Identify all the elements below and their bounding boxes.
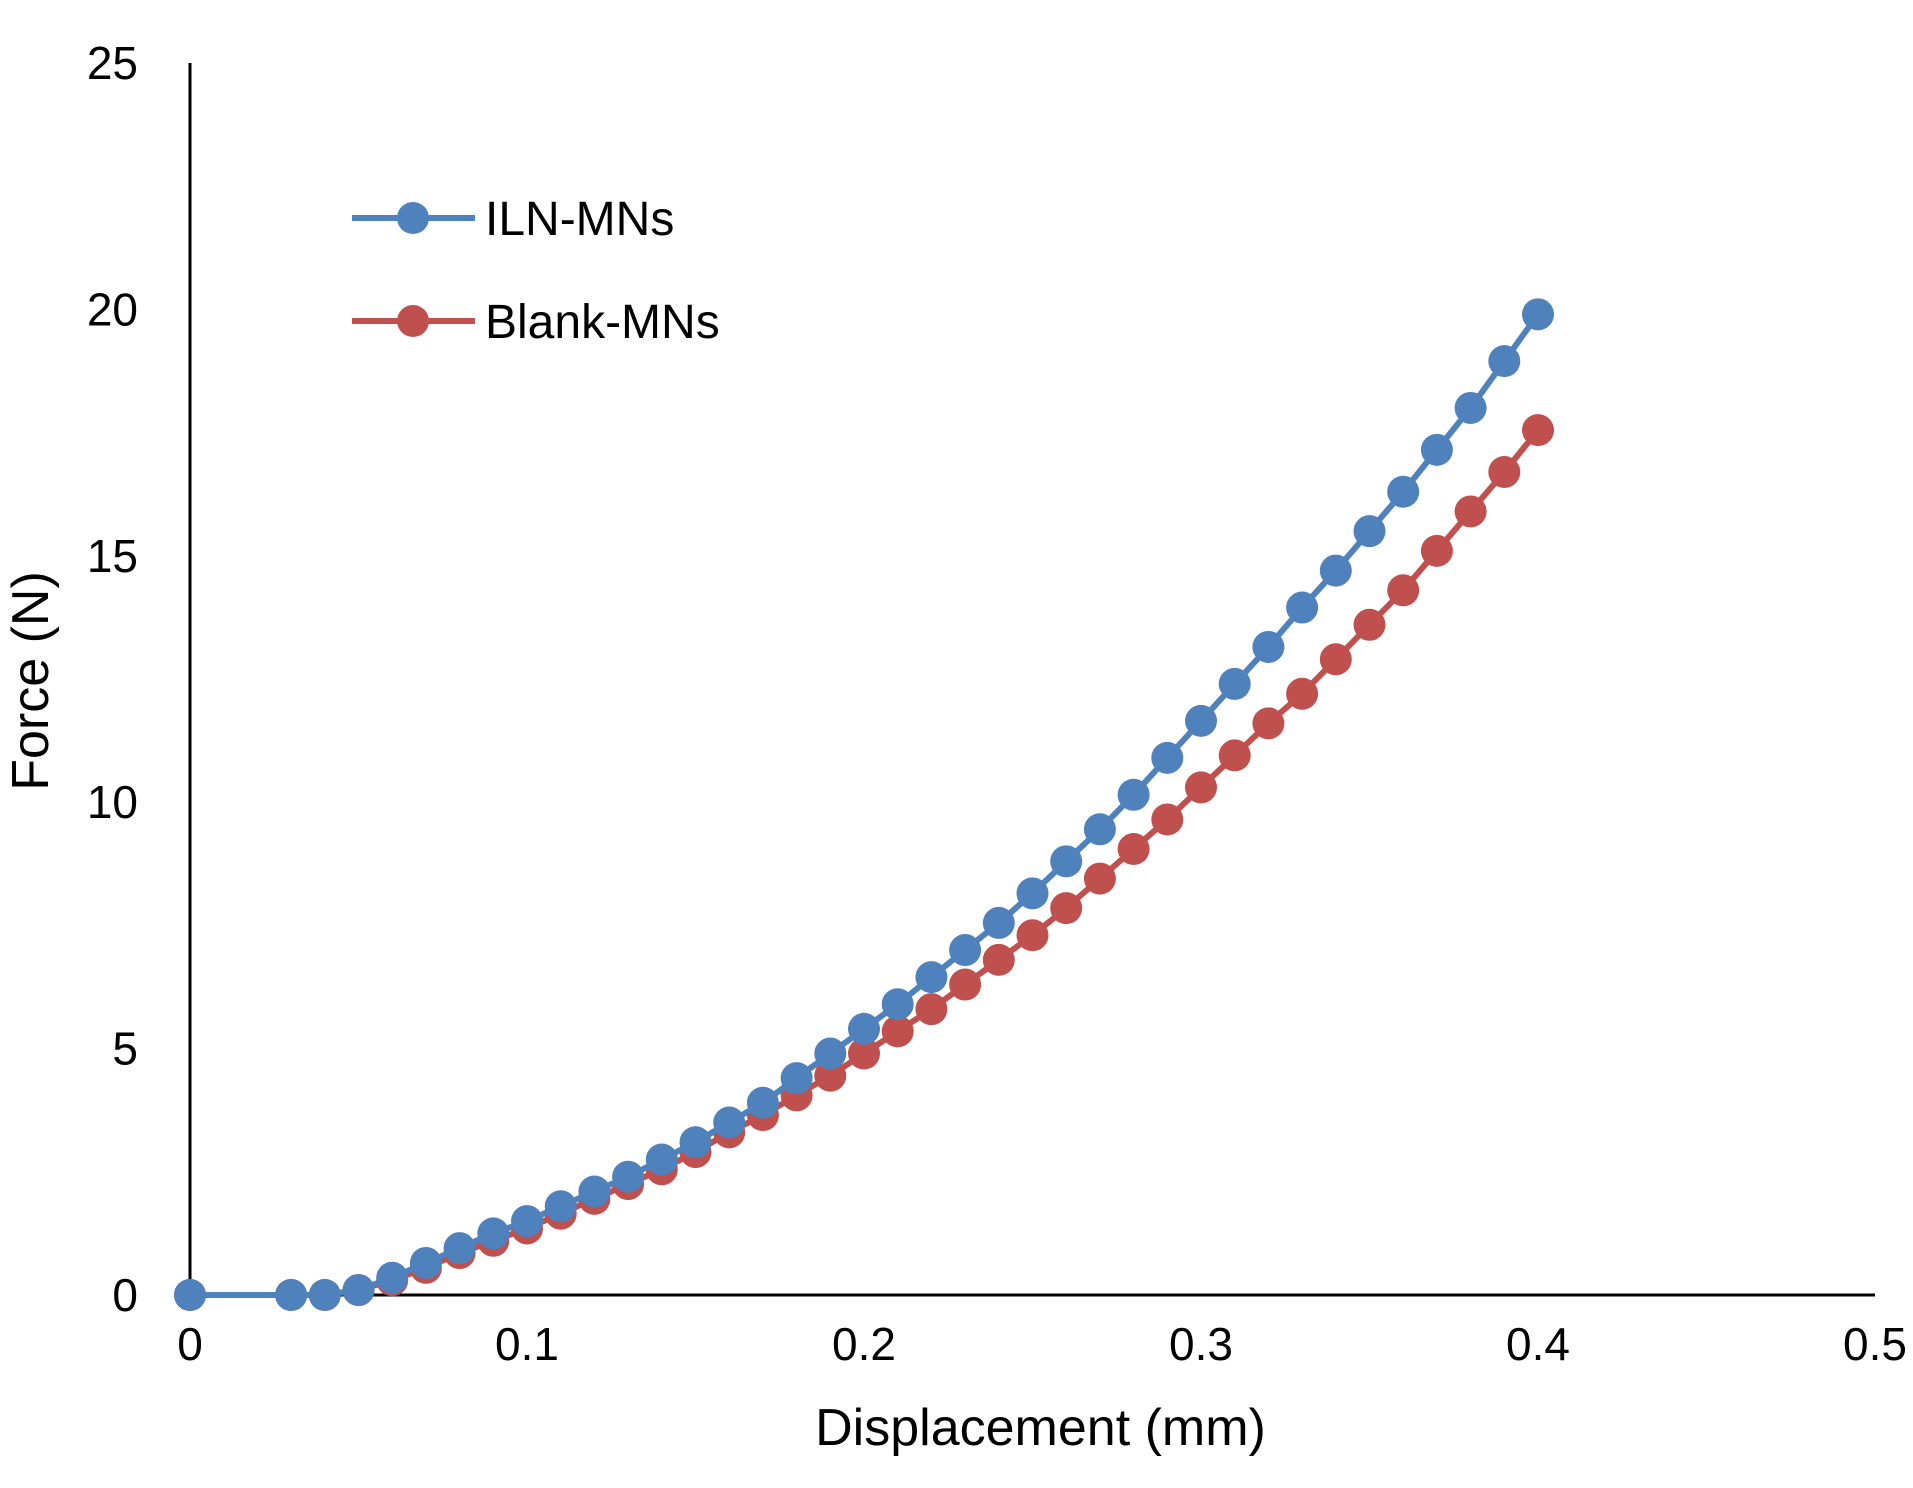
data-point	[342, 1274, 375, 1307]
data-point	[1185, 704, 1217, 737]
data-point	[1218, 739, 1251, 772]
data-point	[376, 1261, 409, 1294]
data-point	[746, 1086, 779, 1119]
x-tick-label: 0.3	[1169, 1318, 1233, 1370]
data-point	[1454, 495, 1487, 528]
data-point	[814, 1037, 847, 1070]
data-point	[814, 1059, 847, 1092]
x-tick-label: 0.2	[832, 1318, 896, 1370]
y-tick-label: 25	[87, 37, 138, 89]
data-point	[1016, 919, 1049, 952]
x-axis-title: Displacement (mm)	[815, 1399, 1266, 1457]
y-tick-label: 20	[87, 283, 138, 335]
data-point	[679, 1126, 712, 1159]
data-point	[443, 1232, 476, 1265]
data-point	[1387, 475, 1420, 508]
data-point	[1420, 433, 1453, 466]
data-point	[881, 988, 914, 1021]
data-point	[1387, 574, 1420, 607]
data-point	[1117, 833, 1150, 866]
data-point	[1218, 667, 1251, 700]
data-point	[949, 968, 982, 1001]
data-point	[544, 1190, 577, 1223]
data-point	[881, 1015, 914, 1048]
x-tick-label: 0.1	[495, 1318, 559, 1370]
data-point	[1083, 813, 1116, 846]
legend: ILN-MNs Blank-MNs	[352, 193, 720, 349]
data-point	[780, 1062, 813, 1095]
data-point	[1353, 515, 1386, 548]
y-tick-label: 5	[112, 1023, 138, 1075]
data-point	[1488, 456, 1521, 489]
series-iln-mns	[174, 298, 1554, 1311]
data-point	[1252, 707, 1285, 740]
y-axis-title: Force (N)	[2, 571, 60, 791]
data-point	[1185, 771, 1217, 804]
data-point	[1454, 391, 1487, 424]
data-point	[848, 1012, 880, 1045]
data-point	[1117, 778, 1150, 811]
data-point	[645, 1143, 678, 1176]
data-series	[174, 298, 1554, 1311]
y-tick-label: 10	[87, 776, 138, 828]
data-point	[949, 934, 982, 967]
data-point	[1016, 877, 1049, 910]
data-point	[915, 961, 948, 994]
legend-item-blank-mns: Blank-MNs	[352, 296, 720, 349]
data-point	[511, 1205, 543, 1238]
data-point	[982, 906, 1015, 939]
series-blank-mns	[174, 414, 1554, 1311]
data-point	[1522, 414, 1554, 447]
data-point	[1050, 892, 1083, 925]
x-tick-label: 0.5	[1843, 1318, 1907, 1370]
legend-label: Blank-MNs	[485, 296, 720, 349]
y-tick-label: 15	[87, 530, 138, 582]
data-point	[1420, 534, 1453, 567]
data-point	[409, 1246, 442, 1279]
tick-labels: 0 0.1 0.2 0.3 0.4 0.5 0 5 10 15 20 25	[87, 37, 1907, 1370]
data-point	[308, 1279, 341, 1311]
x-tick-label: 0	[177, 1318, 203, 1370]
data-point	[477, 1217, 510, 1250]
data-point	[1319, 554, 1352, 587]
data-point	[1083, 862, 1116, 895]
data-point	[174, 1279, 206, 1311]
legend-marker	[397, 202, 429, 234]
data-point	[848, 1037, 880, 1070]
axes	[188, 63, 1875, 1297]
legend-label: ILN-MNs	[485, 193, 674, 246]
data-point	[1522, 298, 1554, 331]
data-point	[1319, 643, 1352, 676]
data-point	[275, 1279, 308, 1311]
data-point	[982, 943, 1015, 976]
data-point	[1151, 803, 1184, 836]
legend-item-iln-mns: ILN-MNs	[352, 193, 674, 246]
y-tick-label: 0	[112, 1269, 138, 1321]
data-point	[1050, 845, 1083, 878]
x-tick-label: 0.4	[1506, 1318, 1570, 1370]
data-point	[713, 1106, 746, 1139]
data-point	[578, 1175, 611, 1208]
data-point	[612, 1160, 645, 1193]
series-line	[190, 312, 1541, 1298]
data-point	[1252, 630, 1285, 663]
data-point	[1286, 677, 1319, 710]
data-point	[1151, 741, 1184, 774]
data-point	[1488, 345, 1521, 378]
data-point	[1286, 591, 1319, 624]
data-point	[1353, 608, 1386, 641]
legend-marker	[397, 305, 429, 337]
data-point	[915, 993, 948, 1026]
